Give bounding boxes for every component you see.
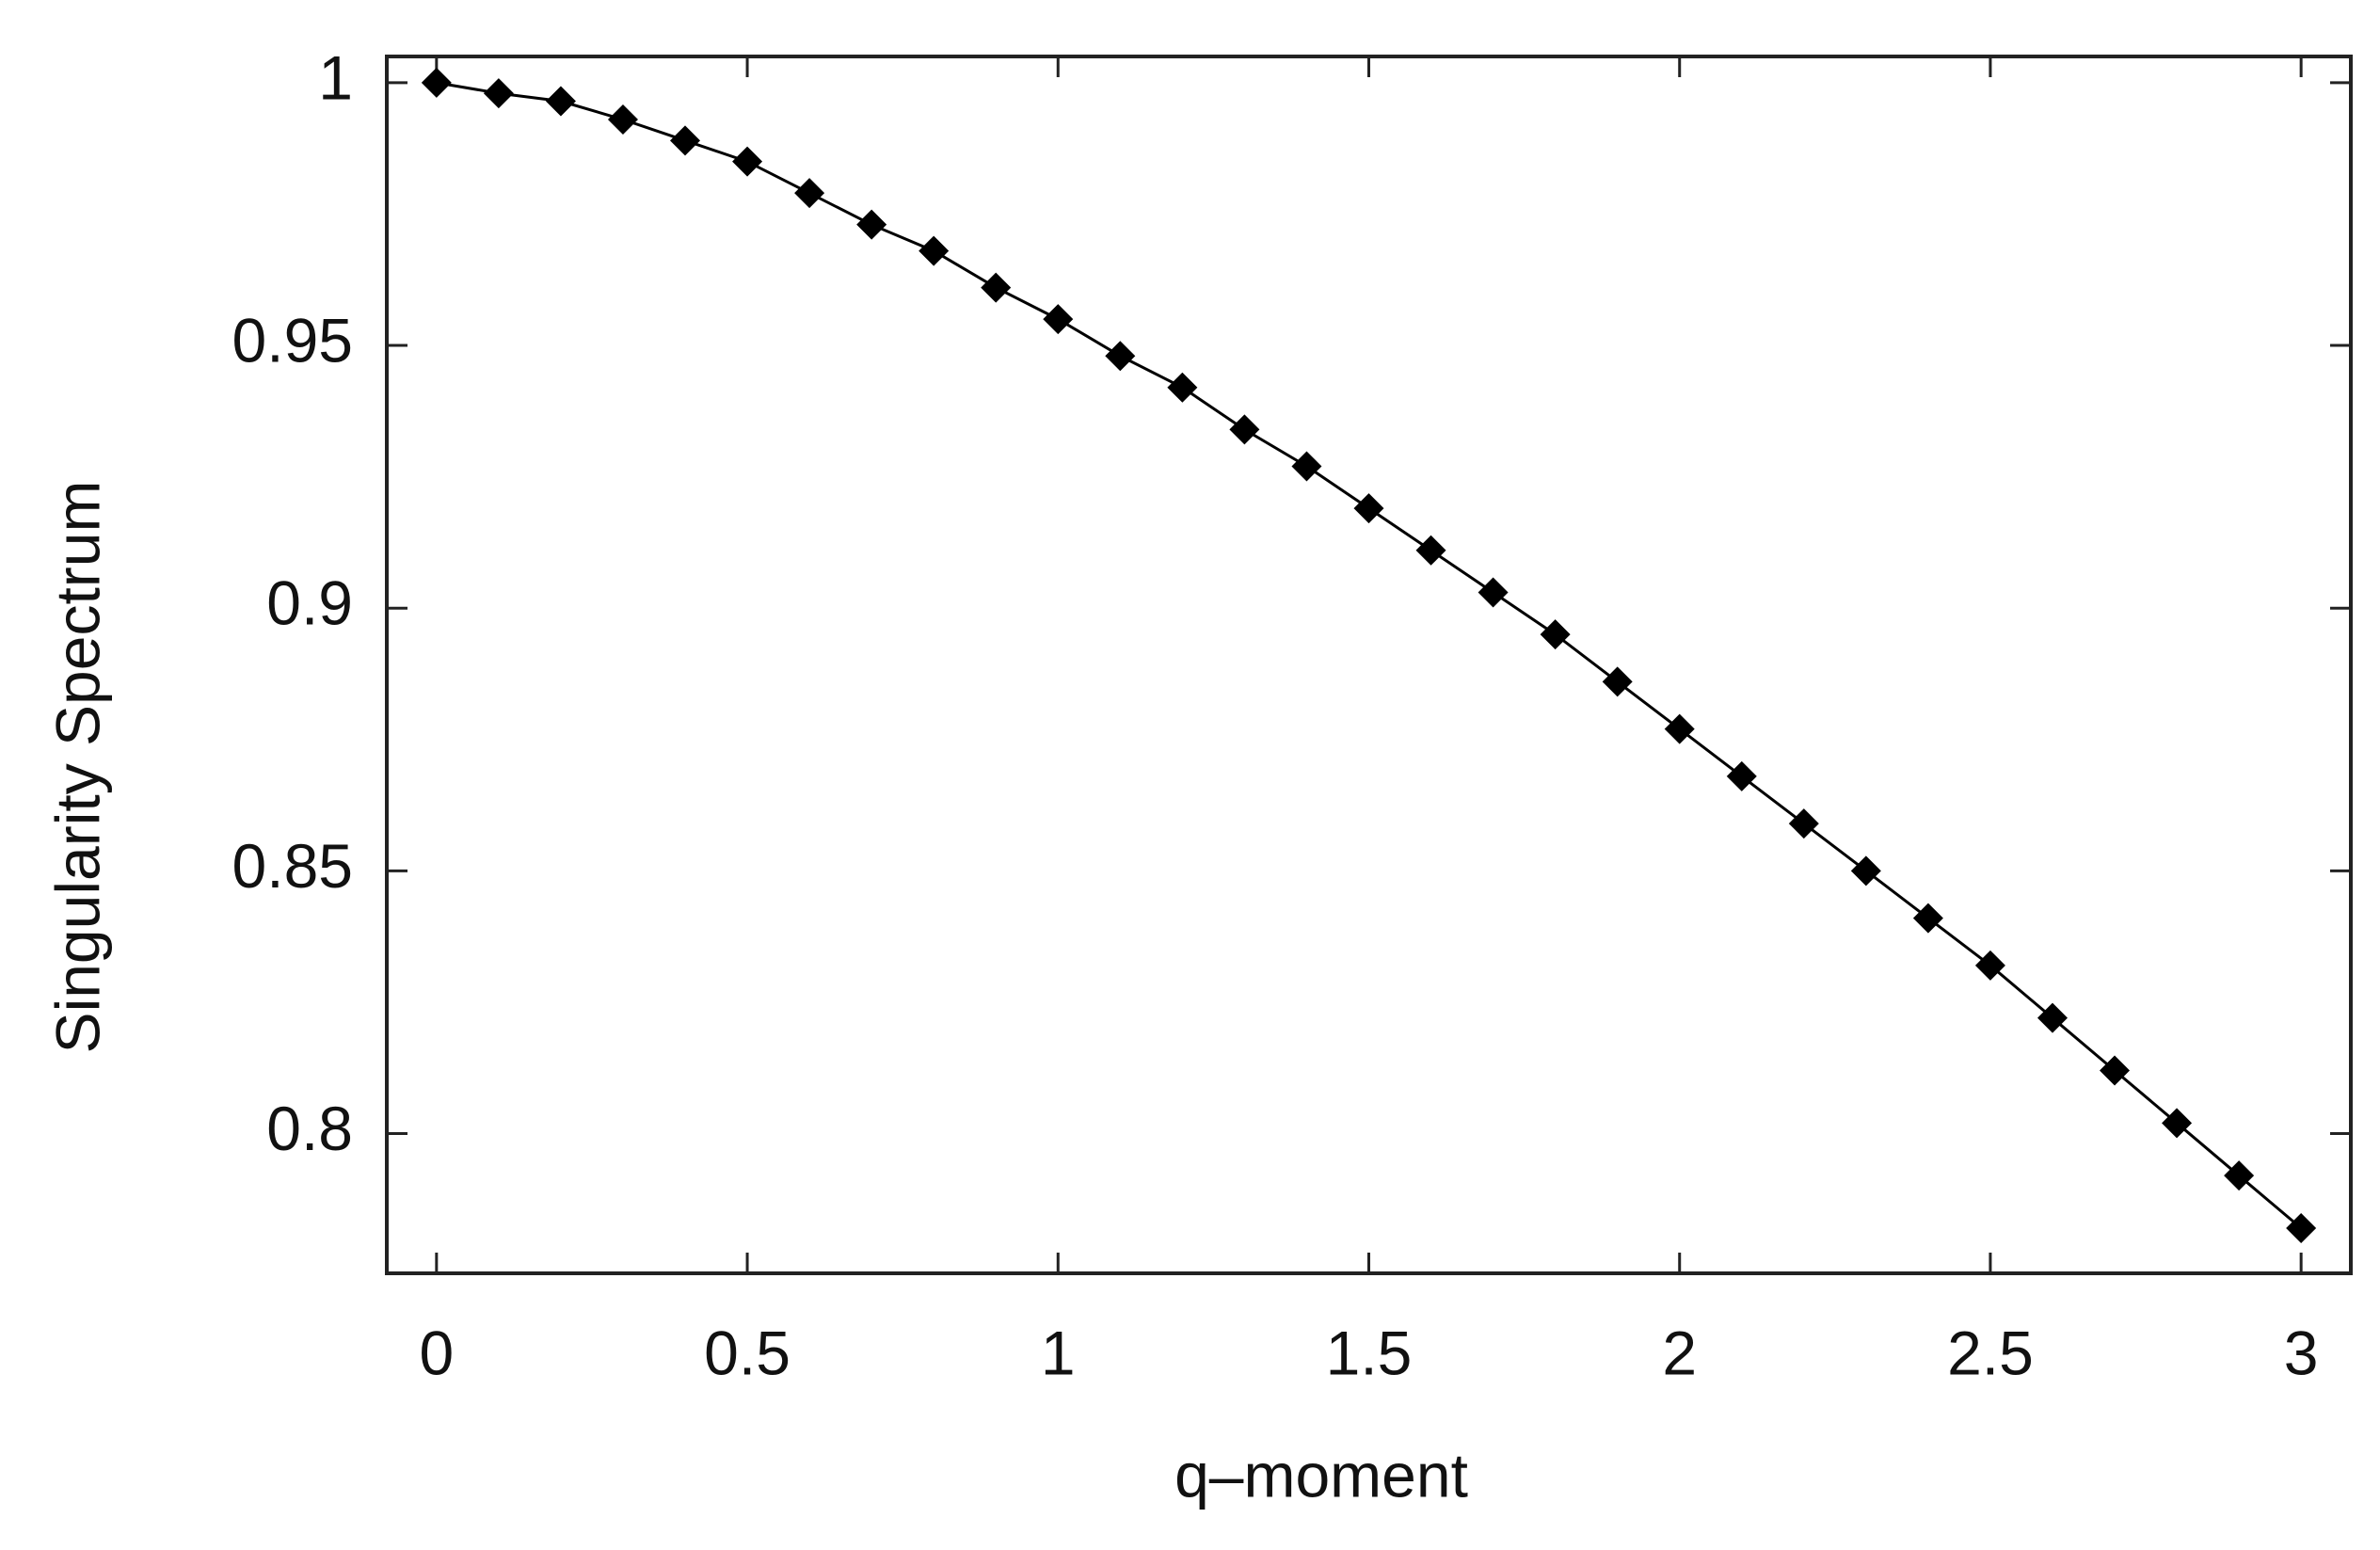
marker [1353,493,1384,524]
y-tick-label: 0.95 [232,305,353,375]
marker [2162,1108,2193,1139]
marker [1105,341,1136,372]
marker [1478,577,1509,608]
marker [2100,1055,2131,1086]
marker [1167,372,1198,403]
marker [1726,760,1757,791]
marker [856,209,887,240]
marker [1229,414,1260,445]
marker [1043,304,1074,335]
marker [1415,535,1446,566]
x-tick-label: 1.5 [1326,1318,1413,1387]
marker [545,86,576,117]
x-axis-label: q–moment [1174,1440,1468,1510]
marker [483,78,514,109]
y-tick-label: 0.8 [266,1094,353,1163]
y-tick-label: 1 [318,42,353,112]
marker [1788,808,1819,839]
marker [2286,1212,2317,1243]
y-tick-label: 0.85 [232,831,353,901]
marker [1540,619,1571,650]
marker [1974,950,2005,981]
marker [1664,713,1695,744]
marker [1602,666,1633,697]
fit-line [436,81,2303,1230]
x-tick-label: 3 [2284,1318,2319,1387]
marker [1850,855,1881,887]
marker [981,272,1012,303]
x-tick-label: 0 [419,1318,454,1387]
marker [607,104,638,135]
marker [2224,1160,2255,1191]
marker [2037,1002,2068,1033]
x-tick-label: 2.5 [1947,1318,2034,1387]
x-tick-label: 1 [1041,1318,1076,1387]
x-tick-label: 0.5 [704,1318,791,1387]
marker [732,146,763,177]
y-axis-label: Singularity Spectrum [42,481,112,1054]
marker [918,235,950,266]
marker [1912,903,1943,934]
x-tick-label: 2 [1662,1318,1697,1387]
marker [421,67,452,98]
marker [794,178,825,209]
marker [670,125,701,156]
plot-frame [385,55,2353,1275]
y-tick-label: 0.9 [266,568,353,638]
marker [1291,451,1322,482]
